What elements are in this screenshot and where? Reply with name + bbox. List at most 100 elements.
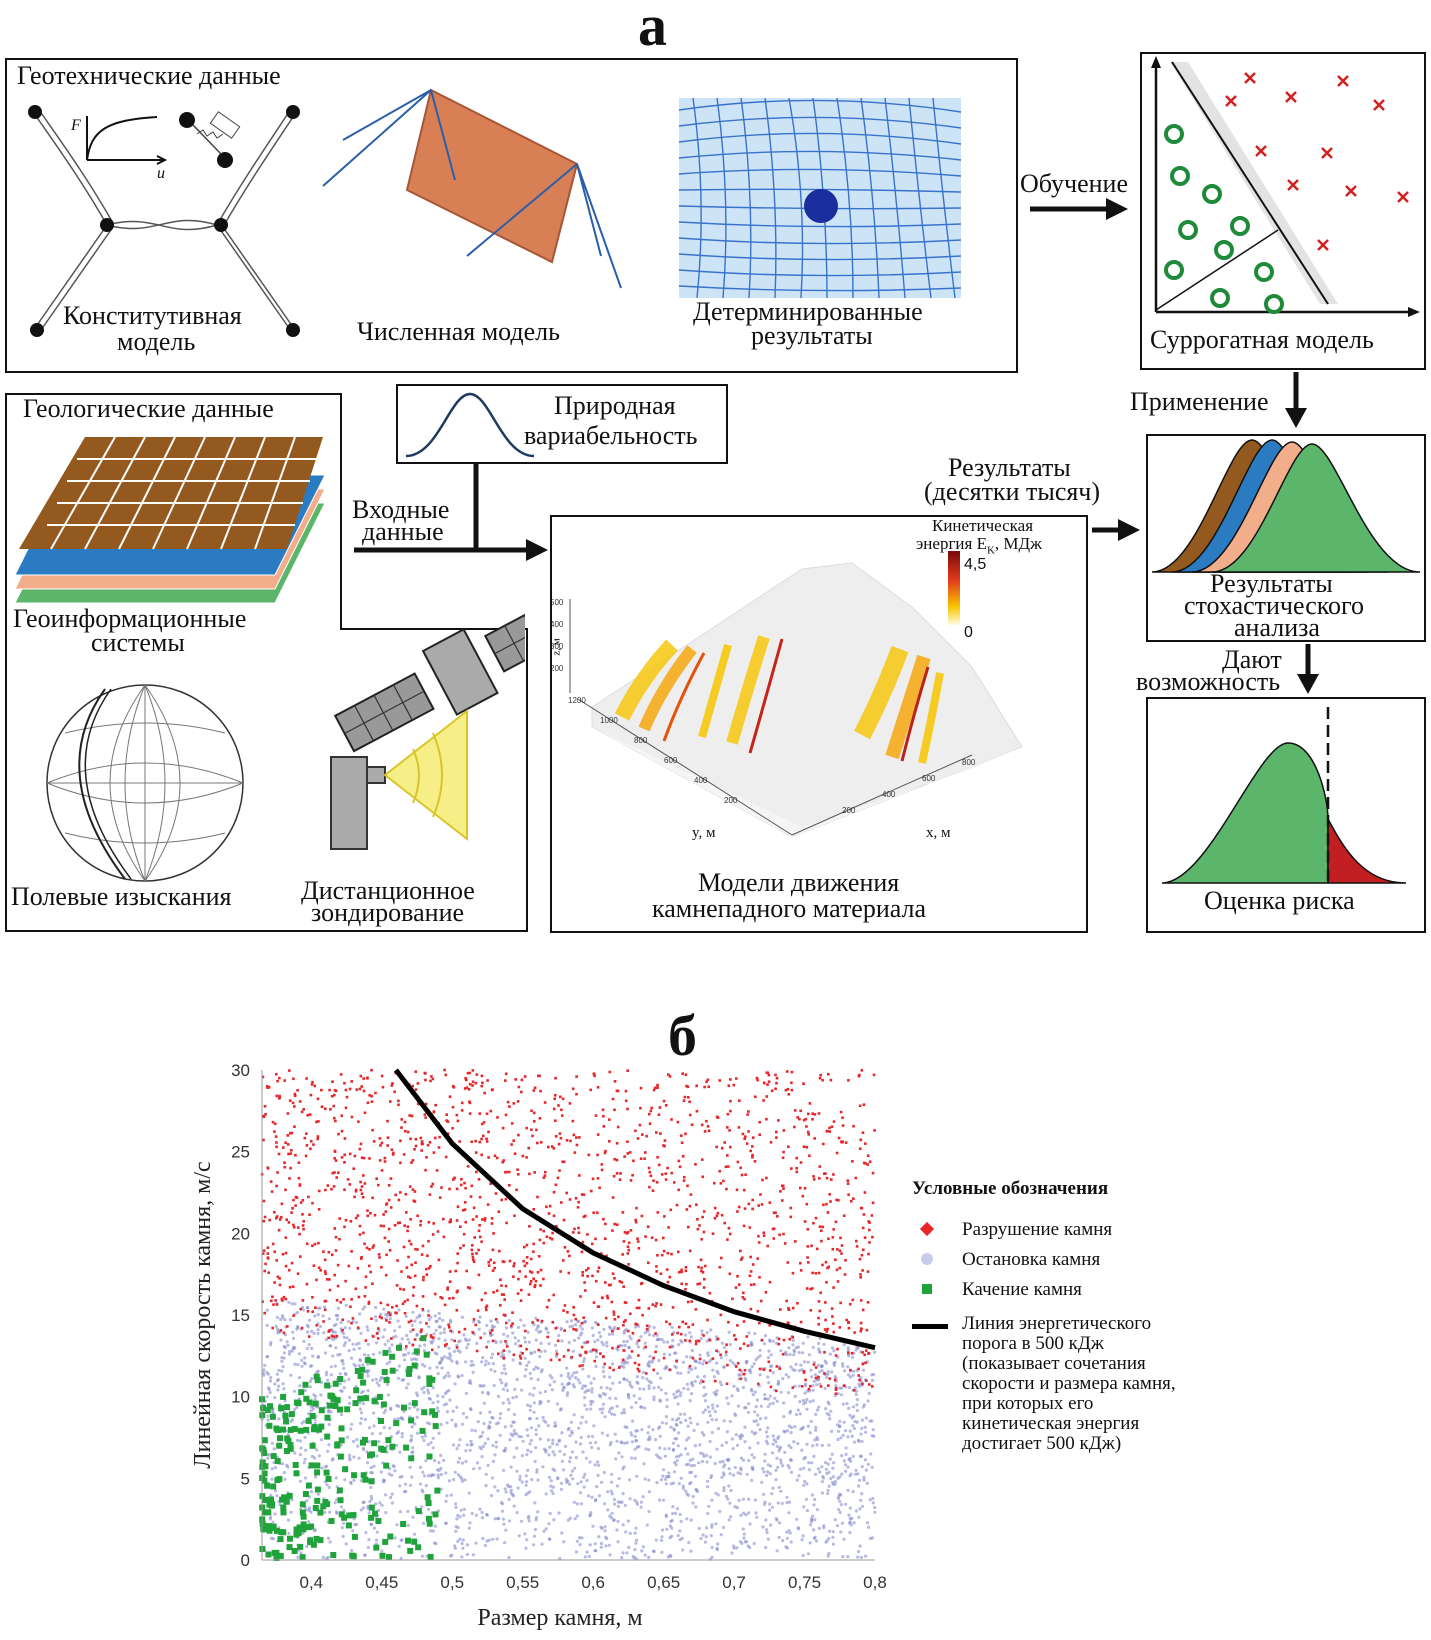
stop-point xyxy=(585,1550,589,1554)
break-point xyxy=(437,1258,441,1262)
stop-point xyxy=(271,1520,275,1524)
roll-point xyxy=(380,1401,387,1408)
break-point xyxy=(613,1222,616,1226)
stop-point xyxy=(787,1346,791,1350)
roll-point xyxy=(284,1435,291,1442)
roll-point xyxy=(311,1426,317,1433)
stop-point xyxy=(347,1338,352,1342)
stop-point xyxy=(802,1402,806,1406)
stop-point xyxy=(726,1497,730,1501)
break-point xyxy=(335,1176,338,1179)
stop-point xyxy=(797,1384,801,1388)
break-point xyxy=(594,1237,597,1241)
break-point xyxy=(481,1081,484,1085)
break-point xyxy=(497,1352,500,1356)
break-point xyxy=(680,1134,683,1137)
break-point xyxy=(606,1294,609,1298)
stop-point xyxy=(487,1361,491,1366)
stop-point xyxy=(372,1526,376,1530)
stop-point xyxy=(470,1428,474,1432)
break-point xyxy=(399,1161,402,1165)
stop-point xyxy=(528,1371,532,1376)
stop-point xyxy=(743,1440,747,1444)
stop-point xyxy=(854,1348,858,1352)
break-point xyxy=(389,1177,393,1180)
break-point xyxy=(648,1112,651,1116)
break-point xyxy=(351,1317,355,1320)
break-point xyxy=(793,1125,796,1129)
stop-point xyxy=(403,1358,407,1362)
stop-point xyxy=(276,1388,280,1392)
break-point xyxy=(406,1229,409,1233)
stop-point xyxy=(736,1389,740,1393)
break-point xyxy=(401,1302,405,1306)
stop-point xyxy=(469,1443,473,1447)
break-point xyxy=(573,1227,576,1231)
stochastic-box: Результаты стохастического анализа xyxy=(1146,434,1426,642)
y-tick-1000: 1000 xyxy=(600,716,618,725)
roll-point xyxy=(302,1491,309,1497)
stop-point xyxy=(378,1501,382,1505)
break-point xyxy=(487,1264,491,1267)
break-point xyxy=(455,1290,459,1294)
stop-point xyxy=(766,1405,770,1409)
stop-point xyxy=(460,1477,464,1481)
stop-point xyxy=(323,1510,327,1514)
stop-point xyxy=(600,1340,604,1344)
break-point xyxy=(542,1277,545,1281)
stop-point xyxy=(844,1452,848,1456)
break-point xyxy=(471,1218,475,1221)
y-tick-label: 15 xyxy=(231,1306,250,1325)
break-point xyxy=(364,1275,368,1278)
stop-point xyxy=(770,1451,775,1455)
roll-point xyxy=(406,1370,412,1377)
break-point xyxy=(290,1149,293,1152)
stop-point xyxy=(768,1472,772,1476)
stop-point xyxy=(819,1365,824,1369)
stop-point xyxy=(821,1474,825,1479)
break-point xyxy=(478,1140,482,1144)
stop-point xyxy=(831,1466,835,1470)
stop-point xyxy=(665,1398,669,1402)
break-point xyxy=(645,1134,648,1138)
break-point xyxy=(434,1136,437,1140)
stop-point xyxy=(574,1440,578,1444)
break-point xyxy=(333,1149,337,1153)
roll-point xyxy=(320,1503,327,1510)
break-point xyxy=(601,1108,605,1112)
break-point xyxy=(568,1102,572,1105)
stop-point xyxy=(814,1412,818,1416)
stop-point xyxy=(610,1406,614,1410)
stop-point xyxy=(421,1490,425,1494)
stop-point xyxy=(565,1393,569,1397)
roll-point xyxy=(330,1552,337,1558)
break-point xyxy=(762,1081,766,1085)
break-point xyxy=(598,1186,601,1190)
stop-point xyxy=(454,1424,458,1428)
stop-point xyxy=(608,1387,613,1391)
break-point xyxy=(563,1329,566,1332)
break-point xyxy=(751,1198,754,1202)
break-point xyxy=(477,1273,481,1277)
break-point xyxy=(386,1119,389,1123)
stop-point xyxy=(331,1354,335,1358)
stop-point xyxy=(282,1344,286,1349)
stop-point xyxy=(408,1465,412,1469)
stop-point xyxy=(350,1422,354,1426)
break-point xyxy=(655,1302,658,1305)
stop-point xyxy=(359,1417,364,1421)
roll-point xyxy=(293,1470,300,1477)
stop-point xyxy=(766,1470,770,1474)
break-point xyxy=(336,1263,340,1267)
break-point xyxy=(657,1113,661,1116)
break-point xyxy=(804,1117,808,1121)
break-point xyxy=(726,1112,730,1116)
break-point xyxy=(489,1258,492,1262)
stop-point xyxy=(505,1326,509,1330)
break-point xyxy=(362,1156,366,1160)
break-point xyxy=(343,1153,346,1157)
stop-point xyxy=(535,1468,539,1472)
stop-point xyxy=(494,1440,498,1444)
break-point xyxy=(654,1350,657,1354)
stop-point xyxy=(633,1548,637,1552)
